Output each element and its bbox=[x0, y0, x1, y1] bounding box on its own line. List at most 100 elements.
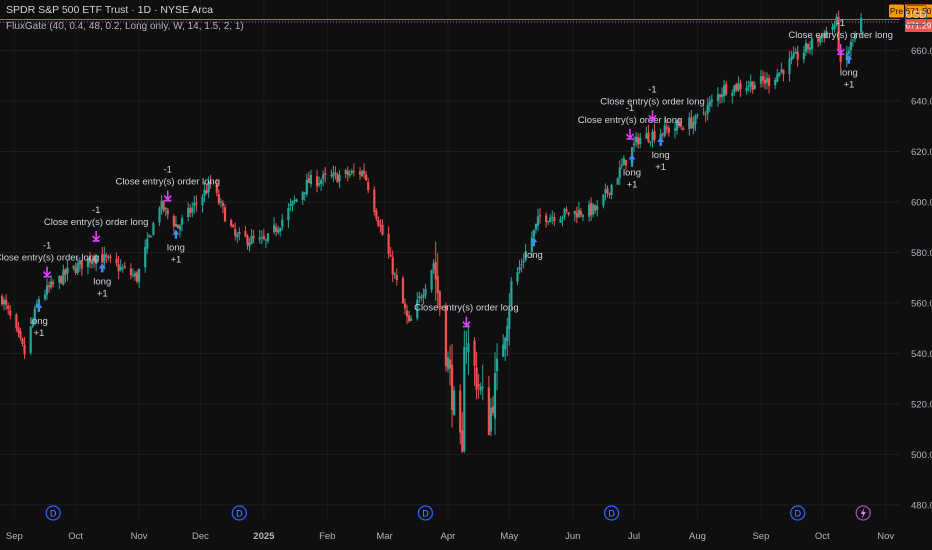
time-tick-label: Apr bbox=[441, 531, 456, 542]
candle-body bbox=[704, 114, 707, 116]
candle-body bbox=[281, 219, 284, 227]
candle-body bbox=[534, 223, 538, 230]
candle-body bbox=[244, 231, 247, 237]
candle-body bbox=[305, 179, 308, 195]
signal-qty: -1 bbox=[836, 18, 844, 29]
candle-body bbox=[733, 85, 736, 93]
candle-body bbox=[763, 79, 767, 84]
candle-body bbox=[479, 386, 482, 391]
dividend-marker-icon bbox=[790, 505, 806, 521]
candle-body bbox=[219, 201, 223, 203]
candle-body bbox=[35, 303, 38, 307]
price-tick-label: 520.00 bbox=[911, 399, 932, 410]
candle-body bbox=[203, 189, 206, 196]
candle-body bbox=[594, 205, 597, 211]
candle-body bbox=[223, 207, 227, 222]
candle-body bbox=[74, 267, 77, 274]
candle-body bbox=[373, 189, 376, 212]
candle-body bbox=[459, 390, 462, 433]
signal-label: long bbox=[167, 243, 185, 254]
candle-body bbox=[765, 78, 769, 83]
price-tick-label: 620.00 bbox=[911, 147, 932, 158]
candle-body bbox=[309, 174, 313, 185]
candle-body bbox=[796, 51, 799, 60]
candle-body bbox=[851, 39, 855, 41]
signal-label: long bbox=[840, 68, 858, 79]
candle-body bbox=[845, 52, 848, 61]
candle-body bbox=[416, 299, 419, 319]
candle-body bbox=[37, 299, 40, 305]
candle-body bbox=[78, 260, 81, 265]
candle-body bbox=[193, 202, 196, 206]
candle-body bbox=[86, 258, 90, 268]
symbol-title[interactable]: SPDR S&P 500 ETF Trust · 1D · NYSE Arca bbox=[6, 4, 213, 16]
candle-body bbox=[395, 275, 398, 281]
time-axis: Sep Oct Nov Dec 2025 Feb Mar Apr May Jun Jul Aug Sep… bbox=[6, 531, 895, 542]
candle-body bbox=[720, 94, 724, 98]
candle-body bbox=[403, 303, 407, 309]
candle-body bbox=[264, 239, 268, 241]
candle-body bbox=[716, 94, 720, 101]
long-entry-arrow-icon bbox=[530, 237, 538, 247]
candle-body bbox=[50, 281, 53, 288]
price-tick-label: 660.00 bbox=[911, 46, 932, 57]
candle-body bbox=[33, 308, 36, 323]
candle-body bbox=[438, 291, 441, 310]
candle-body bbox=[92, 259, 96, 262]
candle-body bbox=[176, 224, 180, 229]
candle-body bbox=[187, 207, 190, 218]
candle-body bbox=[710, 99, 713, 102]
time-tick-label: Dec bbox=[192, 531, 209, 542]
candle-body bbox=[2, 299, 6, 305]
candle-body bbox=[819, 36, 822, 43]
candle-body bbox=[608, 192, 611, 195]
candle-body bbox=[835, 16, 838, 25]
candle-body bbox=[802, 52, 805, 60]
price-tick-label: 480.00 bbox=[911, 500, 932, 511]
candle-body bbox=[246, 235, 249, 246]
candle-body bbox=[217, 193, 220, 204]
candle-body bbox=[150, 236, 153, 238]
dividend-marker-icon bbox=[603, 505, 620, 521]
candle-body bbox=[817, 38, 820, 42]
candle-body bbox=[367, 181, 370, 191]
signal-label: long bbox=[30, 316, 48, 327]
candle-body bbox=[230, 220, 233, 226]
candle-body bbox=[137, 268, 141, 282]
candle-body bbox=[821, 35, 824, 37]
time-tick-label: May bbox=[500, 531, 518, 542]
candle-body bbox=[667, 128, 670, 133]
price-tick-label: 500.00 bbox=[911, 450, 932, 461]
pre-badge-label: Pre bbox=[890, 6, 904, 16]
candle-body bbox=[774, 79, 777, 86]
signal-qty: +1 bbox=[843, 80, 854, 91]
candle-body bbox=[295, 199, 298, 202]
candle-body bbox=[635, 136, 638, 143]
candle-body bbox=[221, 202, 225, 206]
candle-body bbox=[577, 209, 580, 218]
dividend-label: D bbox=[422, 509, 429, 519]
candle-body bbox=[62, 269, 65, 285]
candle-body bbox=[401, 278, 405, 304]
candle-body bbox=[604, 189, 607, 194]
candle-body bbox=[23, 344, 26, 355]
candle-body bbox=[735, 83, 738, 91]
candle-body bbox=[275, 226, 278, 232]
close-exit-arrow-icon bbox=[92, 230, 101, 242]
candle-body bbox=[718, 94, 722, 97]
candle-body bbox=[780, 69, 783, 72]
time-tick-label: Sep bbox=[752, 531, 769, 542]
candle-body bbox=[573, 210, 576, 215]
candle-body bbox=[452, 390, 456, 415]
candle-body bbox=[565, 209, 568, 211]
long-entry-arrow-icon bbox=[98, 263, 106, 273]
candle-body bbox=[191, 207, 194, 213]
candle-body bbox=[461, 430, 464, 453]
dividend-marker-icon bbox=[231, 505, 247, 521]
indicator-legend[interactable]: FluxGate (40, 0.4, 48, 0.2, Long only, W… bbox=[6, 21, 244, 32]
price-tick-label: 540.00 bbox=[911, 349, 932, 360]
candle-body bbox=[481, 387, 484, 389]
currency-button[interactable]: USD bbox=[905, 5, 927, 25]
